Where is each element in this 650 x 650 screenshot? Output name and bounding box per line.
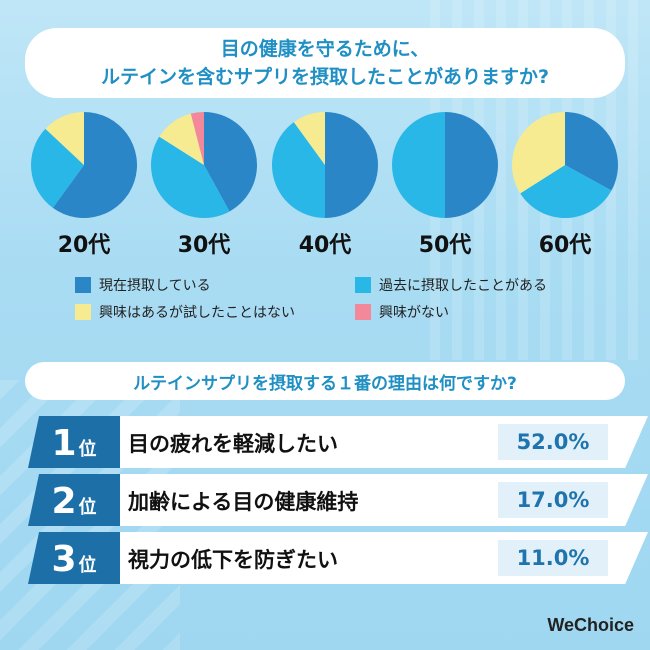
question2-banner: ルテインサプリを摂取する１番の理由は何ですか? <box>25 362 625 400</box>
rank-percent: 17.0% <box>498 482 608 518</box>
brand-logo: WeChoice <box>547 615 634 635</box>
legend-swatch-past <box>355 277 371 293</box>
legend-swatch-current <box>75 277 91 293</box>
pie-slice-past <box>272 122 325 218</box>
pie-slice-current <box>325 112 378 218</box>
question1-line1: 目の健康を守るために、 <box>220 38 430 60</box>
legend-not-interested: 興味がない <box>355 302 449 322</box>
pie-slice-past <box>520 165 612 219</box>
pie-slice-past <box>31 128 84 208</box>
rank-number: 1 <box>51 423 77 464</box>
pie-slice-interested <box>45 112 84 165</box>
legend-current: 現在摂取している <box>75 275 211 295</box>
pie-slice-not-interested <box>190 112 204 165</box>
question1-banner: 目の健康を守るために、 ルテインを含むサプリを摂取したことがありますか? <box>25 28 625 98</box>
pie-slice-current <box>204 112 257 212</box>
rank-percent: 11.0% <box>498 540 608 576</box>
legend-swatch-interested <box>75 304 91 320</box>
rank-suffix: 位 <box>78 555 97 576</box>
pie-charts: 20代 30代 40代 50代 60代 <box>31 112 618 258</box>
pie-slice-interested <box>512 112 565 194</box>
rank-suffix: 位 <box>78 497 97 518</box>
legend-swatch-not-interested <box>355 304 371 320</box>
question1-line2: ルテインを含むサプリを摂取したことがありますか? <box>100 66 550 88</box>
pie-slice-current <box>445 112 498 218</box>
rank-label: 視力の低下を防ぎたい <box>128 548 338 572</box>
rank-percent: 52.0% <box>498 424 608 460</box>
legend-label-interested: 興味はあるが試したことはない <box>99 305 295 321</box>
legend-interested: 興味はあるが試したことはない <box>75 302 295 322</box>
pie-label: 60代 <box>539 233 592 258</box>
pie-label: 50代 <box>419 233 472 258</box>
pie-slice-current <box>52 112 137 219</box>
pie-slice-interested <box>293 112 325 165</box>
pie-label: 30代 <box>178 233 231 258</box>
legend-label-current: 現在摂取している <box>99 278 211 294</box>
pie-slice-past <box>392 112 445 218</box>
pie-slice-past <box>151 136 230 219</box>
rank-suffix: 位 <box>78 439 97 460</box>
legend-past: 過去に摂取したことがある <box>355 275 547 295</box>
rank-label: 加齢による目の健康維持 <box>128 490 359 514</box>
pie-label: 20代 <box>58 233 111 258</box>
rank-number: 3 <box>51 539 77 580</box>
pie-label: 40代 <box>299 233 352 258</box>
legend-label-not-interested: 興味がない <box>379 305 449 321</box>
pie-slice-current <box>565 112 618 191</box>
rank-label: 目の疲れを軽減したい <box>128 432 338 456</box>
pie-slice-interested <box>159 113 204 165</box>
legend-label-past: 過去に摂取したことがある <box>379 278 547 294</box>
rank-number: 2 <box>51 481 77 522</box>
